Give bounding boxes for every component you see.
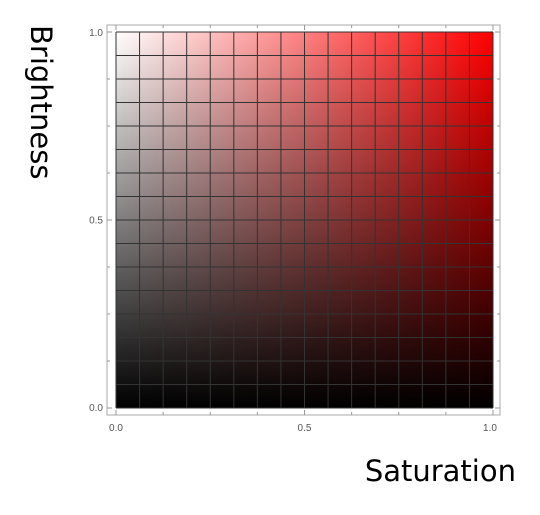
x-tick-label: 0.5 bbox=[298, 423, 312, 434]
y-axis-title: Brightness bbox=[24, 25, 58, 179]
x-tick-label: 0.0 bbox=[109, 423, 123, 434]
grid bbox=[115, 31, 494, 409]
axis-ticks bbox=[107, 25, 500, 415]
y-tick-label: 0.5 bbox=[89, 216, 103, 227]
y-tick-label: 0.0 bbox=[89, 403, 103, 414]
y-tick-label: 1.0 bbox=[89, 28, 103, 39]
plot-area bbox=[115, 31, 494, 409]
x-tick-label: 1.0 bbox=[483, 423, 497, 434]
x-axis-title: Saturation bbox=[365, 454, 516, 488]
